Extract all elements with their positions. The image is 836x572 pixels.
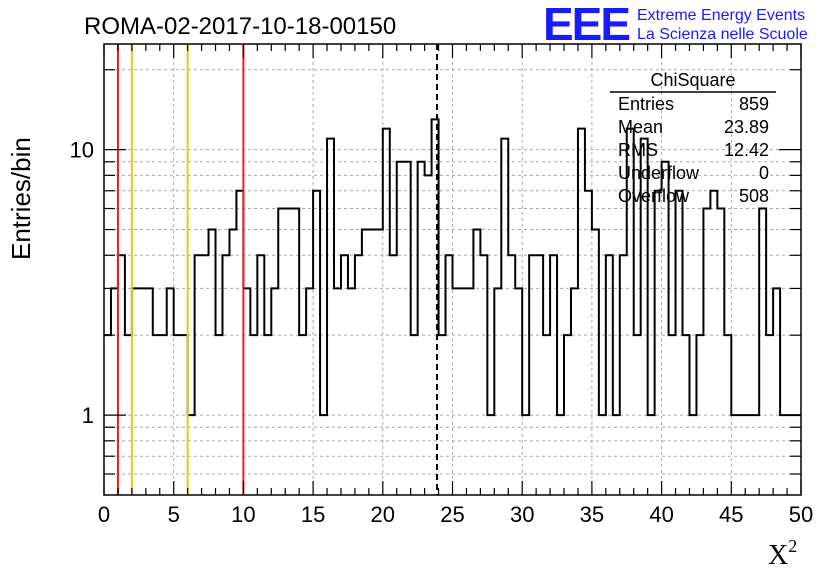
- x-axis-label-main: X: [768, 540, 788, 571]
- stats-row-value: 508: [739, 186, 769, 206]
- reference-lines: [116, 44, 439, 495]
- stats-row-value: 12.42: [724, 140, 769, 160]
- x-tick-label: 25: [440, 502, 464, 527]
- y-axis-label: Entries/bin: [6, 137, 36, 260]
- x-axis: 0 5 10 15 20 25 30 35 40 45 50: [98, 44, 813, 527]
- stats-row-label: Overflow: [618, 186, 690, 206]
- chart-title: ROMA-02-2017-10-18-00150: [84, 13, 396, 40]
- x-tick-label: 35: [580, 502, 604, 527]
- x-axis-label-sup: 2: [788, 536, 797, 556]
- stats-row-value: 23.89: [724, 117, 769, 137]
- x-tick-label: 10: [231, 502, 255, 527]
- x-tick-label: 0: [98, 502, 110, 527]
- stats-row-value: 0: [759, 163, 769, 183]
- x-tick-label: 40: [649, 502, 673, 527]
- y-tick-label: 1: [82, 403, 94, 428]
- x-tick-label: 5: [168, 502, 180, 527]
- stats-title: ChiSquare: [650, 70, 735, 90]
- x-tick-label: 20: [371, 502, 395, 527]
- stats-row-label: Underflow: [618, 163, 700, 183]
- stats-row-label: Entries: [618, 94, 674, 114]
- logo-mark: EEE: [543, 0, 629, 50]
- x-tick-label: 45: [719, 502, 743, 527]
- x-tick-label: 50: [789, 502, 813, 527]
- eee-logo: EEE Extreme Energy Events La Scienza nel…: [543, 0, 808, 50]
- y-axis: 1 10: [70, 69, 801, 475]
- histogram-line: [104, 118, 801, 417]
- logo-line2: La Scienza nelle Scuole: [637, 26, 808, 43]
- x-tick-label: 30: [510, 502, 534, 527]
- x-axis-label: X2: [768, 536, 797, 571]
- x-tick-label: 15: [301, 502, 325, 527]
- stats-row-label: RMS: [618, 140, 658, 160]
- stats-box: ChiSquare Entries 859 Mean 23.89 RMS 12.42 Und…: [610, 70, 776, 206]
- stats-row-value: 859: [739, 94, 769, 114]
- logo-line1: Extreme Energy Events: [637, 7, 805, 24]
- y-tick-label: 10: [70, 138, 94, 163]
- stats-row-label: Mean: [618, 117, 663, 137]
